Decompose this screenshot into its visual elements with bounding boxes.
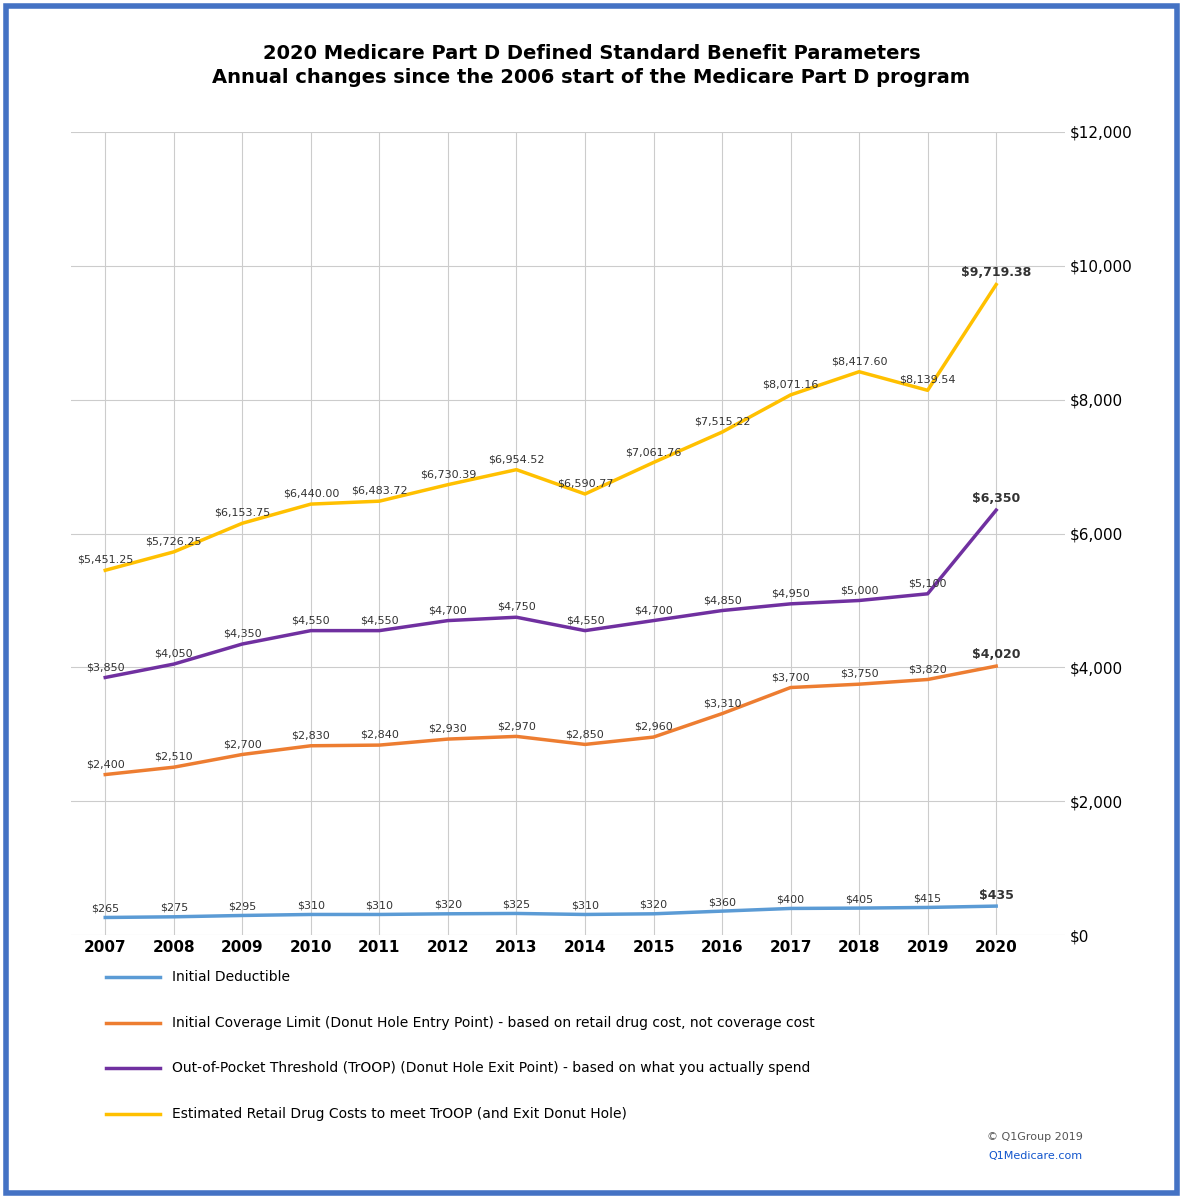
Text: $7,061.76: $7,061.76 (626, 447, 681, 457)
Text: Estimated Retail Drug Costs to meet TrOOP (and Exit Donut Hole): Estimated Retail Drug Costs to meet TrOO… (172, 1107, 627, 1121)
Text: Q1Medicare.com: Q1Medicare.com (988, 1151, 1082, 1161)
Text: $3,850: $3,850 (86, 662, 124, 673)
Text: $400: $400 (776, 894, 804, 904)
Text: $310: $310 (297, 900, 325, 910)
Text: $6,954.52: $6,954.52 (489, 454, 544, 464)
Text: $8,139.54: $8,139.54 (899, 375, 956, 385)
Text: $6,483.72: $6,483.72 (351, 486, 408, 496)
Text: $2,960: $2,960 (634, 722, 673, 731)
Text: $4,020: $4,020 (972, 647, 1021, 661)
Text: $8,071.16: $8,071.16 (762, 380, 819, 390)
Text: $8,417.60: $8,417.60 (830, 356, 887, 367)
Text: $275: $275 (160, 903, 188, 912)
Text: $4,550: $4,550 (291, 615, 330, 625)
Text: Annual changes since the 2006 start of the Medicare Part D program: Annual changes since the 2006 start of t… (213, 68, 970, 88)
Text: $435: $435 (978, 890, 1014, 902)
Text: $2,840: $2,840 (360, 730, 399, 740)
Text: $3,820: $3,820 (909, 664, 948, 674)
Text: $360: $360 (709, 897, 736, 908)
Text: $2,850: $2,850 (565, 729, 605, 739)
Text: Out-of-Pocket Threshold (TrOOP) (Donut Hole Exit Point) - based on what you actu: Out-of-Pocket Threshold (TrOOP) (Donut H… (172, 1061, 810, 1076)
Text: $4,850: $4,850 (703, 595, 742, 605)
Text: $2,400: $2,400 (86, 759, 124, 770)
Text: $4,750: $4,750 (497, 602, 536, 611)
Text: Initial Deductible: Initial Deductible (172, 970, 290, 984)
Text: $6,590.77: $6,590.77 (557, 478, 613, 489)
Text: $6,440.00: $6,440.00 (283, 489, 340, 499)
Text: $5,100: $5,100 (909, 578, 946, 589)
Text: $310: $310 (571, 900, 599, 910)
Text: $4,550: $4,550 (565, 615, 605, 625)
Text: $5,726.25: $5,726.25 (146, 536, 202, 547)
Text: $415: $415 (913, 893, 942, 903)
Text: $7,515.22: $7,515.22 (693, 417, 750, 427)
Text: $4,700: $4,700 (634, 605, 673, 615)
Text: $9,719.38: $9,719.38 (961, 266, 1032, 279)
Text: $3,310: $3,310 (703, 698, 742, 709)
Text: $2,830: $2,830 (291, 730, 330, 741)
Text: $325: $325 (503, 899, 530, 910)
Text: $5,451.25: $5,451.25 (77, 555, 134, 565)
Text: $295: $295 (228, 902, 257, 911)
Text: $310: $310 (366, 900, 394, 910)
Text: $4,550: $4,550 (360, 615, 399, 625)
Text: $320: $320 (434, 899, 463, 910)
Text: $2,700: $2,700 (222, 739, 261, 749)
Text: $6,350: $6,350 (972, 492, 1020, 505)
Text: $4,350: $4,350 (224, 628, 261, 639)
Text: 2020 Medicare Part D Defined Standard Benefit Parameters: 2020 Medicare Part D Defined Standard Be… (263, 44, 920, 64)
Text: $2,930: $2,930 (428, 724, 467, 734)
Text: $4,050: $4,050 (155, 649, 193, 658)
Text: © Q1Group 2019: © Q1Group 2019 (987, 1132, 1082, 1141)
Text: $320: $320 (640, 899, 667, 910)
Text: $405: $405 (845, 894, 873, 904)
Text: $4,950: $4,950 (771, 589, 810, 598)
Text: $5,000: $5,000 (840, 585, 878, 595)
Text: $3,700: $3,700 (771, 673, 810, 682)
Text: $265: $265 (91, 904, 119, 914)
Text: $3,750: $3,750 (840, 669, 879, 679)
Text: $2,510: $2,510 (155, 752, 193, 761)
Text: $6,730.39: $6,730.39 (420, 469, 476, 480)
Text: $4,700: $4,700 (428, 605, 467, 615)
Text: Initial Coverage Limit (Donut Hole Entry Point) - based on retail drug cost, not: Initial Coverage Limit (Donut Hole Entry… (172, 1016, 814, 1030)
Text: $2,970: $2,970 (497, 721, 536, 731)
Text: $6,153.75: $6,153.75 (214, 508, 271, 518)
